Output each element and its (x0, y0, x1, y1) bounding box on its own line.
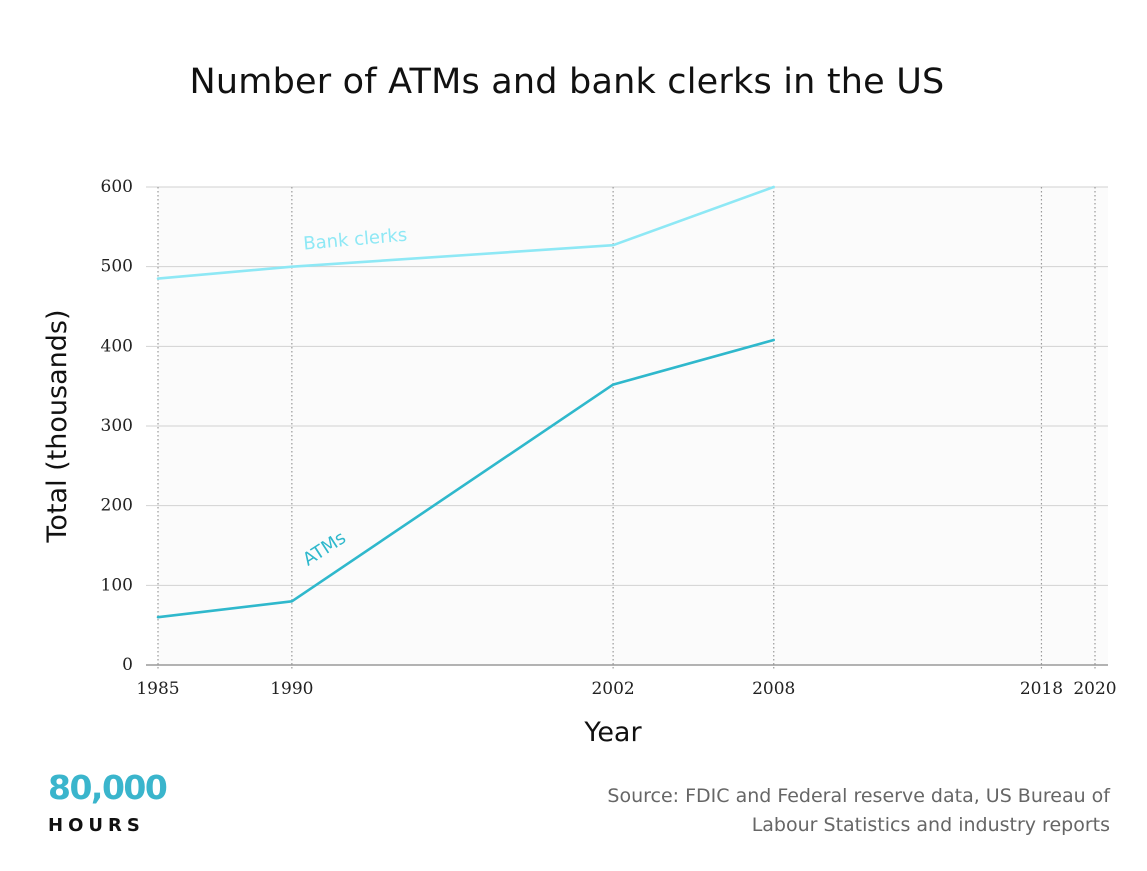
series-lines (156, 185, 775, 619)
chart-title: Number of ATMs and bank clerks in the US (189, 62, 945, 102)
y-tick-0: 0 (122, 655, 133, 675)
y-tick-200: 200 (101, 496, 133, 516)
series-line-atms (156, 338, 775, 619)
y-tick-600: 600 (101, 177, 133, 197)
y-tick-100: 100 (101, 575, 133, 595)
x-tick-2020: 2020 (1073, 679, 1116, 699)
x-tick-labels: 1985 1990 2002 2008 2018 2020 (136, 679, 1116, 699)
y-tick-labels: 0 100 200 300 400 500 600 (101, 177, 133, 675)
x-tick-1985: 1985 (136, 679, 179, 699)
x-tick-1990: 1990 (270, 679, 313, 699)
series-line-bank-clerks (156, 185, 775, 280)
y-tick-300: 300 (101, 416, 133, 436)
brand-logo: 80,000 HOURS (48, 768, 168, 838)
y-tick-400: 400 (101, 336, 133, 356)
x-tick-2018: 2018 (1020, 679, 1063, 699)
logo-number: 80,000 (48, 768, 168, 807)
source-line-1: Source: FDIC and Federal reserve data, U… (607, 785, 1110, 807)
x-axis-title: Year (583, 717, 642, 748)
source-line-2: Labour Statistics and industry reports (751, 814, 1110, 836)
y-tick-500: 500 (101, 257, 133, 277)
y-axis-title: Total (thousands) (42, 310, 73, 544)
logo-word: HOURS (48, 815, 145, 836)
x-tick-2008: 2008 (752, 679, 795, 699)
x-tick-2002: 2002 (591, 679, 634, 699)
source-note: Source: FDIC and Federal reserve data, U… (607, 782, 1110, 840)
